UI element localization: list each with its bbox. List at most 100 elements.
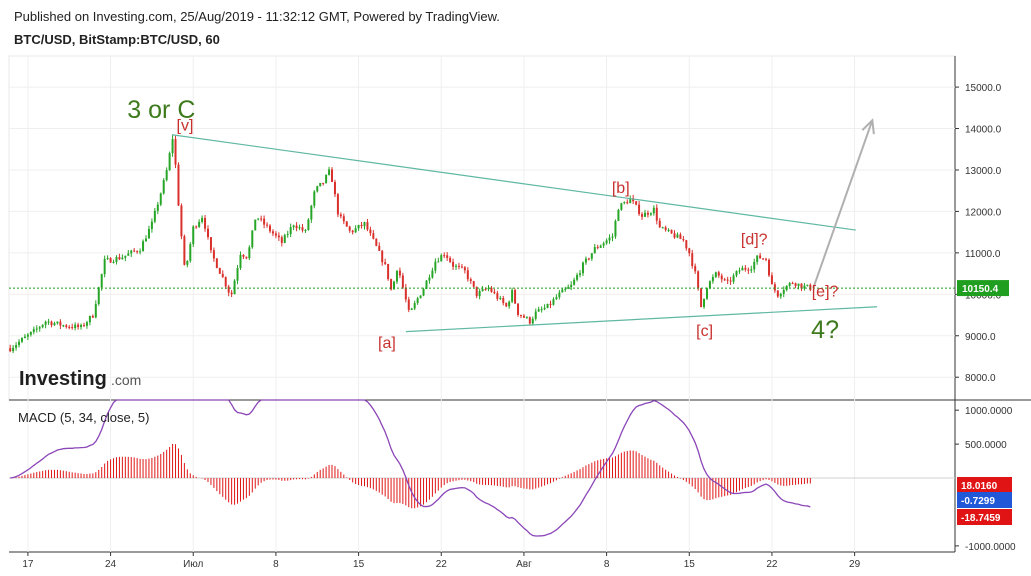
candle-body [502, 297, 505, 304]
candle-body [581, 262, 584, 274]
wave-label: 3 or C [127, 96, 195, 124]
candle-body [605, 240, 608, 244]
candle-body [505, 303, 508, 307]
candle-body [682, 239, 685, 241]
candle-body [584, 258, 587, 263]
candle-body [180, 205, 183, 237]
time-tick-label: 15 [353, 559, 365, 570]
candle-body [484, 289, 487, 291]
candle-body [41, 324, 44, 328]
candle-body [298, 227, 301, 229]
candle-body [703, 298, 706, 307]
candle-body [15, 345, 18, 348]
candle-body [732, 275, 735, 282]
time-tick-label: 22 [436, 559, 448, 570]
macd-value-badge [957, 477, 1012, 493]
candle-body [127, 253, 130, 256]
wave-label: [c] [696, 323, 713, 340]
price-tick-label: 11000.0 [965, 249, 1001, 260]
candle-body [357, 224, 360, 229]
candle-body [242, 254, 245, 257]
candle-body [215, 258, 218, 268]
candle-body [74, 324, 77, 328]
candle-body [806, 284, 809, 286]
candle-body [319, 182, 322, 187]
candle-body [788, 283, 791, 286]
candle-body [112, 261, 115, 263]
candle-body [156, 204, 159, 211]
candle-body [77, 324, 80, 328]
candle-body [522, 315, 525, 318]
candle-body [118, 256, 121, 260]
candle-body [109, 258, 112, 263]
candle-body [573, 279, 576, 285]
candle-body [723, 279, 726, 281]
candle-body [274, 233, 277, 236]
candle-body [207, 228, 210, 238]
candle-body [401, 275, 404, 288]
candle-body [561, 289, 564, 293]
candle-body [655, 207, 658, 221]
candle-body [316, 186, 319, 192]
candle-body [336, 194, 339, 215]
candle-body [88, 315, 91, 323]
candle-body [617, 209, 620, 221]
wave-label: [v] [177, 118, 194, 135]
candle-body [103, 258, 106, 275]
candle-body [159, 193, 162, 205]
candle-body [186, 260, 189, 265]
candle-body [685, 240, 688, 249]
candle-body [614, 220, 617, 237]
candle-body [638, 204, 641, 215]
candle-body [56, 321, 59, 324]
candle-body [643, 212, 646, 217]
candle-body [540, 309, 543, 311]
candle-body [345, 221, 348, 227]
candle-body [390, 279, 393, 290]
candle-body [339, 214, 342, 217]
symbol-title: BTC/USD, BitStamp:BTC/USD, 60 [14, 32, 220, 47]
candle-body [691, 253, 694, 267]
price-tick-label: 8000.0 [965, 373, 996, 384]
candle-body [546, 303, 549, 308]
candle-body [133, 250, 136, 252]
logo-brand: Investing [19, 368, 107, 390]
price-tick-label: 9000.0 [965, 332, 996, 343]
candle-body [322, 182, 325, 184]
candle-body [425, 280, 428, 289]
candle-body [245, 256, 248, 259]
candle-body [248, 247, 251, 259]
candle-body [209, 237, 212, 251]
candle-body [348, 226, 351, 231]
time-tick-label: 15 [684, 559, 696, 570]
candle-body [475, 286, 478, 297]
candle-body [419, 295, 422, 299]
macd-pane: 1000.0000 500.0000 -1000.0000 18.0160 -0.729… [9, 399, 1016, 553]
candle-body [446, 255, 449, 258]
candle-body [80, 324, 83, 328]
candle-body [23, 336, 26, 339]
logo-suffix: .com [111, 372, 141, 388]
candle-body [487, 287, 490, 290]
candle-body [708, 281, 711, 289]
candle-body [767, 259, 770, 276]
candle-body [797, 283, 800, 286]
candle-body [623, 202, 626, 204]
candle-body [602, 243, 605, 246]
candle-body [481, 289, 484, 291]
candle-body [508, 301, 511, 307]
trendlines [171, 118, 878, 333]
candle-body [62, 325, 65, 327]
candle-body [803, 285, 806, 289]
candle-body [493, 291, 496, 294]
candle-body [673, 233, 676, 238]
candle-body [478, 290, 481, 297]
candle-body [263, 218, 266, 225]
candle-body [596, 247, 599, 249]
candle-body [65, 325, 68, 327]
candle-body [50, 321, 53, 326]
candle-body [756, 255, 759, 262]
time-tick-label: Июл [183, 559, 203, 570]
wave-label: [d]? [741, 232, 768, 249]
